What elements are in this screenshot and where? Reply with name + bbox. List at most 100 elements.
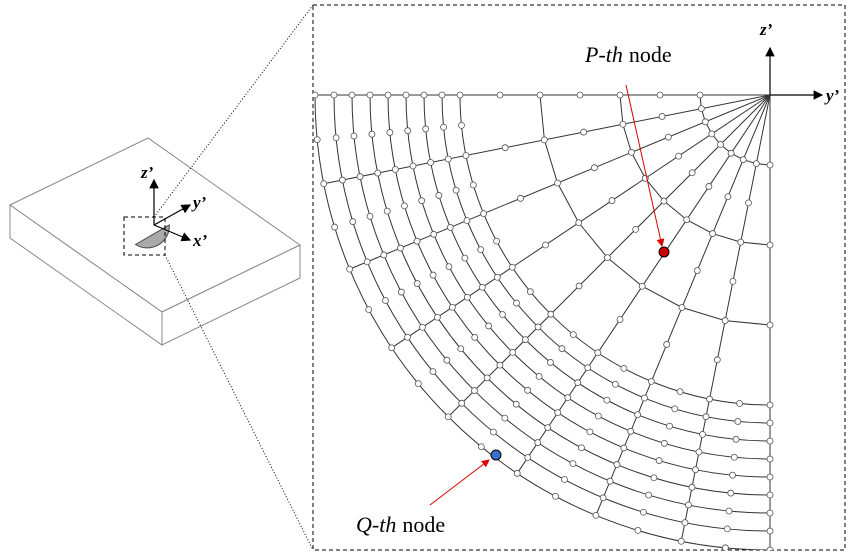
mesh-node [659,113,665,119]
mesh-node [696,449,702,455]
mesh-node [333,135,339,141]
mesh-node [357,174,363,180]
mesh-node [419,198,425,204]
mesh-node [497,362,503,368]
mesh-node [595,350,601,356]
mesh-node [351,133,357,139]
mesh-node [484,375,490,381]
mesh-node [679,304,685,310]
mesh-node [459,400,465,406]
mesh-node [463,152,469,158]
mesh-node [710,231,716,237]
mesh-node [682,520,688,526]
detail-box [313,5,845,550]
mesh-node [541,137,547,143]
mesh-node [575,380,581,386]
mesh-node [414,281,420,287]
mesh-node [369,131,375,137]
mesh-node [689,484,695,490]
figure: z’ y’ x’ z’ y’ P-thnode Q-thnode [0,0,849,555]
mesh-node [661,440,667,446]
mesh-node [382,298,388,304]
mesh-node [401,203,407,209]
mesh-node [714,357,720,363]
mesh-node [410,163,416,169]
mesh-node [635,412,641,418]
mesh-node [646,492,652,498]
mesh-node [698,106,704,112]
mesh-node [385,92,391,98]
mesh-node [509,264,515,270]
mesh-node [458,122,464,128]
mesh-node [728,490,734,496]
mesh-node [612,381,618,387]
mesh-node [545,425,551,431]
mesh-node [726,508,732,514]
mesh-node [513,401,519,407]
mesh-node [733,436,739,442]
mesh-node [513,300,519,306]
mesh-node [767,510,773,516]
mesh-node [494,238,500,244]
mesh-node [510,349,516,355]
mesh-node [389,345,395,351]
mesh-node [639,283,645,289]
mesh-node [767,456,773,462]
mesh-node [464,294,470,300]
mesh-node [347,266,353,272]
mesh-node [570,461,576,467]
mesh-node [731,454,737,460]
mesh-node [694,268,700,274]
mesh-node [722,318,728,324]
mesh-node [331,92,337,98]
node-label: P-thnode [584,42,672,67]
mesh-node [404,334,410,340]
mesh-node [486,323,492,329]
axis-label: z’ [140,163,154,182]
mesh-node [470,182,476,188]
mesh-node [481,211,487,217]
mesh-node [367,92,373,98]
mesh-node [661,198,667,204]
mesh-node [423,126,429,132]
mesh-node [753,161,759,167]
mesh-node [447,224,453,230]
mesh-node [398,289,404,295]
mesh-node [444,357,450,363]
axis-label: y’ [191,193,207,212]
mesh-node [479,284,485,290]
mesh-node [651,475,657,481]
mesh-node [570,332,576,338]
mesh-node [684,217,690,223]
mesh-node [664,341,670,347]
mesh-node [607,478,613,484]
mesh-node [349,92,355,98]
mesh-node [414,238,420,244]
mesh-node [364,259,370,265]
mesh-node [656,458,662,464]
mesh-node [672,406,678,412]
mesh-node [367,213,373,219]
mesh-node [478,444,484,450]
mesh-node [561,477,567,483]
mesh-node [725,194,731,200]
mesh-node [431,231,437,237]
mesh-node [709,131,715,137]
mesh-node [657,92,663,98]
mesh-node [392,167,398,173]
mesh-node [555,410,561,416]
mesh-node [527,289,533,295]
mesh-node [628,149,634,155]
mesh-node [738,239,744,245]
mesh-node [453,187,459,193]
mesh-node [587,429,593,435]
mesh-node [685,502,691,508]
mesh-node [730,278,736,284]
mesh-node [617,316,623,322]
mesh-node [593,512,599,518]
mesh-node [697,92,703,98]
mesh-node [535,440,541,446]
mesh-node [514,470,520,476]
mesh-node [430,272,436,278]
